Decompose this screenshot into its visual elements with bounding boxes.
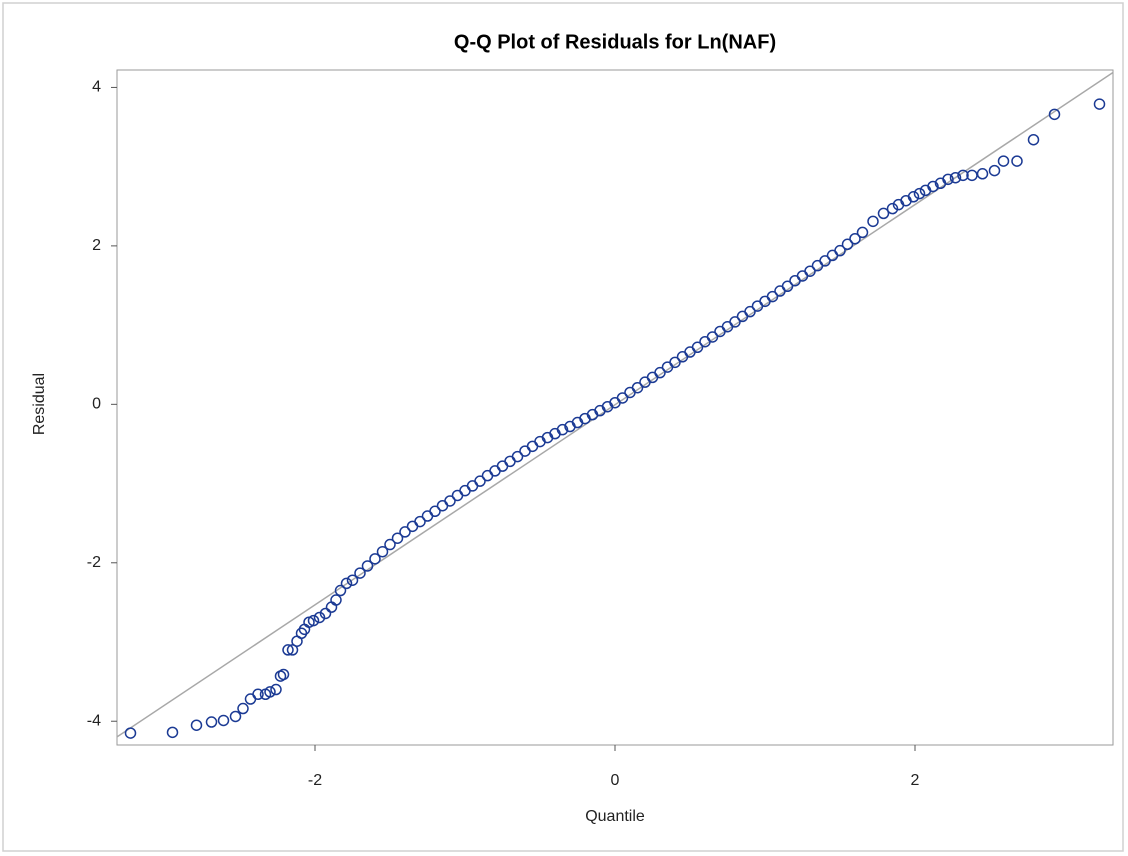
data-point [319,607,332,620]
data-point [346,574,359,586]
data-point [217,714,230,727]
data-point [511,450,524,463]
data-point [334,584,347,597]
data-point [496,460,509,472]
data-point [1011,155,1023,167]
data-point [282,644,294,656]
data-point [942,173,954,186]
data-point [1027,133,1040,146]
data-point [313,611,326,624]
data-point [229,710,242,723]
data-point [654,366,666,379]
data-point [481,469,494,482]
y-tick-label: 2 [92,237,101,254]
data-point [307,614,320,627]
data-point [691,341,704,354]
data-point [526,440,539,453]
data-point [669,356,681,369]
data-point [744,305,756,318]
data-point [244,693,257,705]
data-point [997,155,1010,167]
y-tick-label: -4 [87,712,101,729]
data-point [421,510,434,522]
data-point [706,331,719,343]
data-point [166,726,179,739]
data-point [354,567,366,579]
data-point [391,532,404,544]
data-point [849,233,861,245]
data-point [384,538,396,551]
reference-line [117,71,1113,738]
data-point [856,226,869,239]
data-point [451,489,464,502]
data-point [399,526,411,538]
data-point [819,255,831,267]
x-axis-label: Quantile [585,808,645,825]
data-point [325,601,338,613]
data-point [556,423,569,436]
data-point [927,180,939,193]
data-point [1093,98,1106,110]
x-tick-label: 2 [911,772,920,789]
data-point [277,668,290,681]
data-point [369,553,381,565]
data-point [237,702,249,715]
y-tick-label: -2 [87,554,101,571]
data-point [913,187,926,200]
data-point [436,499,449,512]
x-tick-label: -2 [308,772,322,789]
data-point [976,168,989,180]
data-point [631,381,644,394]
chart-title: Q-Q Plot of Residuals for Ln(NAF) [454,31,776,53]
data-point [444,495,456,507]
data-point [205,716,218,728]
data-point [474,475,486,487]
data-point [286,644,299,656]
data-point [406,520,419,533]
data-point [361,560,374,572]
data-point [264,686,276,698]
y-tick-label: 4 [92,79,101,96]
data-point [616,392,629,404]
data-point [429,505,441,518]
data-point [886,202,899,215]
data-point [834,244,846,257]
data-point [519,445,531,457]
data-point [252,688,264,701]
data-point [841,238,854,251]
data-point [877,207,890,220]
data-point [957,169,969,182]
data-point [949,171,962,184]
data-point [270,683,282,696]
y-axis-label: Residual [31,373,48,435]
data-point [907,191,920,203]
data-point [489,465,501,477]
data-point [781,280,794,293]
data-point [124,727,137,739]
y-tick-label: 0 [92,396,101,413]
data-point [330,594,342,606]
data-point [988,164,1001,177]
data-point [867,215,879,228]
data-point [729,316,741,328]
data-point [459,484,471,497]
data-point [190,719,203,731]
data-point [504,455,516,468]
data-point [804,265,816,277]
data-point [466,480,479,492]
x-tick-label: 0 [611,772,620,789]
data-point [414,515,426,528]
data-point [376,545,389,558]
data-point [1048,108,1061,121]
data-point [340,577,353,590]
data-point [766,290,779,303]
